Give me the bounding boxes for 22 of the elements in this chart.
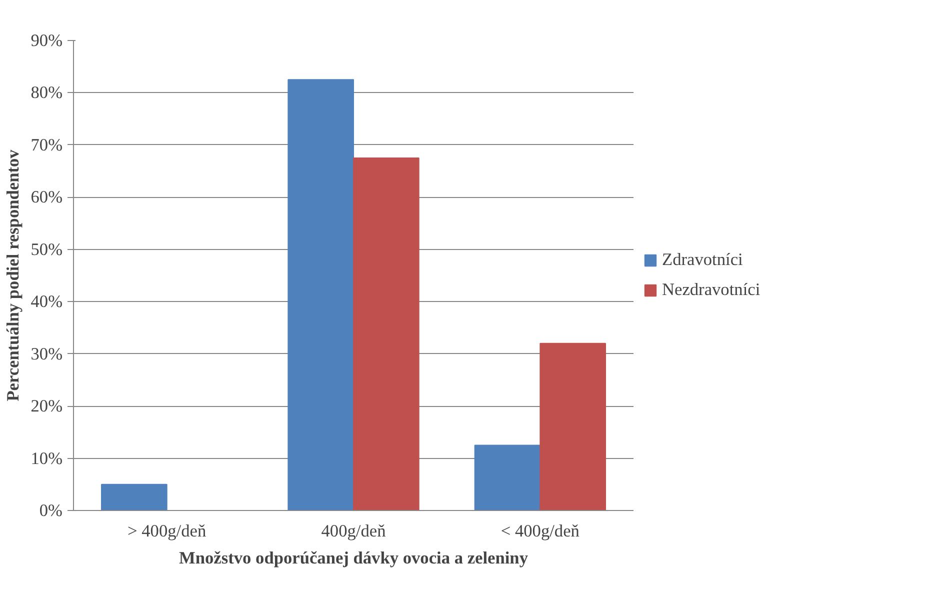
y-tick-label: 90%: [30, 31, 63, 50]
bar: [288, 79, 354, 510]
x-tick-label: > 400g/deň: [128, 522, 206, 540]
y-tick-label: 30%: [30, 344, 63, 364]
x-axis-title: Množstvo odporúčanej dávky ovocia a zeleniny: [179, 548, 528, 568]
bar: [540, 342, 606, 510]
y-tick-label: 50%: [30, 240, 63, 259]
y-tick-label: 70%: [30, 135, 63, 154]
y-tick-label: 20%: [30, 396, 63, 416]
legend-label: Nezdravotníci: [662, 280, 760, 300]
x-tick-label: 400g/deň: [321, 522, 386, 540]
bar: [474, 444, 541, 510]
bar: [101, 484, 168, 510]
legend-label: Zdravotníci: [662, 250, 743, 270]
y-tick-label: 40%: [30, 292, 63, 312]
y-axis-title: Percentuálny podiel respondentov: [4, 149, 23, 402]
y-tick-label: 0%: [39, 501, 63, 520]
bar: [353, 158, 420, 510]
x-tick-label: < 400g/deň: [500, 522, 580, 540]
y-tick-label: 10%: [30, 448, 63, 468]
y-tick-label: 80%: [30, 83, 63, 102]
y-tick-label: 60%: [30, 188, 63, 207]
